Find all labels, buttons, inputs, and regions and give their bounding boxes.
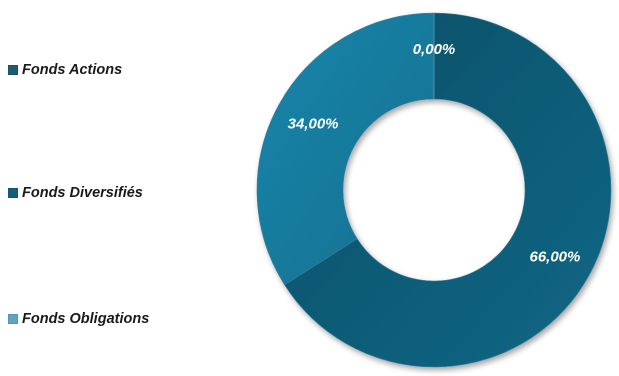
slice-fonds-diversifies [284, 12, 612, 368]
data-label-fonds-actions: 0,00% [413, 41, 456, 58]
donut-labels: 0,00% 66,00% 34,00% [288, 41, 581, 265]
legend-item-fonds-obligations: Fonds Obligations [8, 309, 149, 329]
legend-label-fonds-obligations: Fonds Obligations [22, 311, 150, 327]
legend-item-fonds-diversifies: Fonds Diversifiés [8, 183, 143, 203]
legend: Fonds Actions Fonds Diversifiés Fonds Ob… [8, 0, 208, 376]
legend-label-fonds-diversifies: Fonds Diversifiés [22, 185, 143, 201]
legend-swatch-fonds-diversifies [8, 188, 18, 198]
legend-swatch-fonds-obligations [8, 314, 18, 324]
legend-label-fonds-actions: Fonds Actions [22, 62, 123, 78]
legend-item-fonds-actions: Fonds Actions [8, 60, 122, 80]
data-label-fonds-obligations: 34,00% [288, 116, 339, 133]
slice-fonds-obligations [256, 12, 435, 286]
donut-slices [256, 12, 612, 368]
data-label-fonds-diversifies: 66,00% [529, 248, 580, 265]
legend-swatch-fonds-actions [8, 65, 18, 75]
